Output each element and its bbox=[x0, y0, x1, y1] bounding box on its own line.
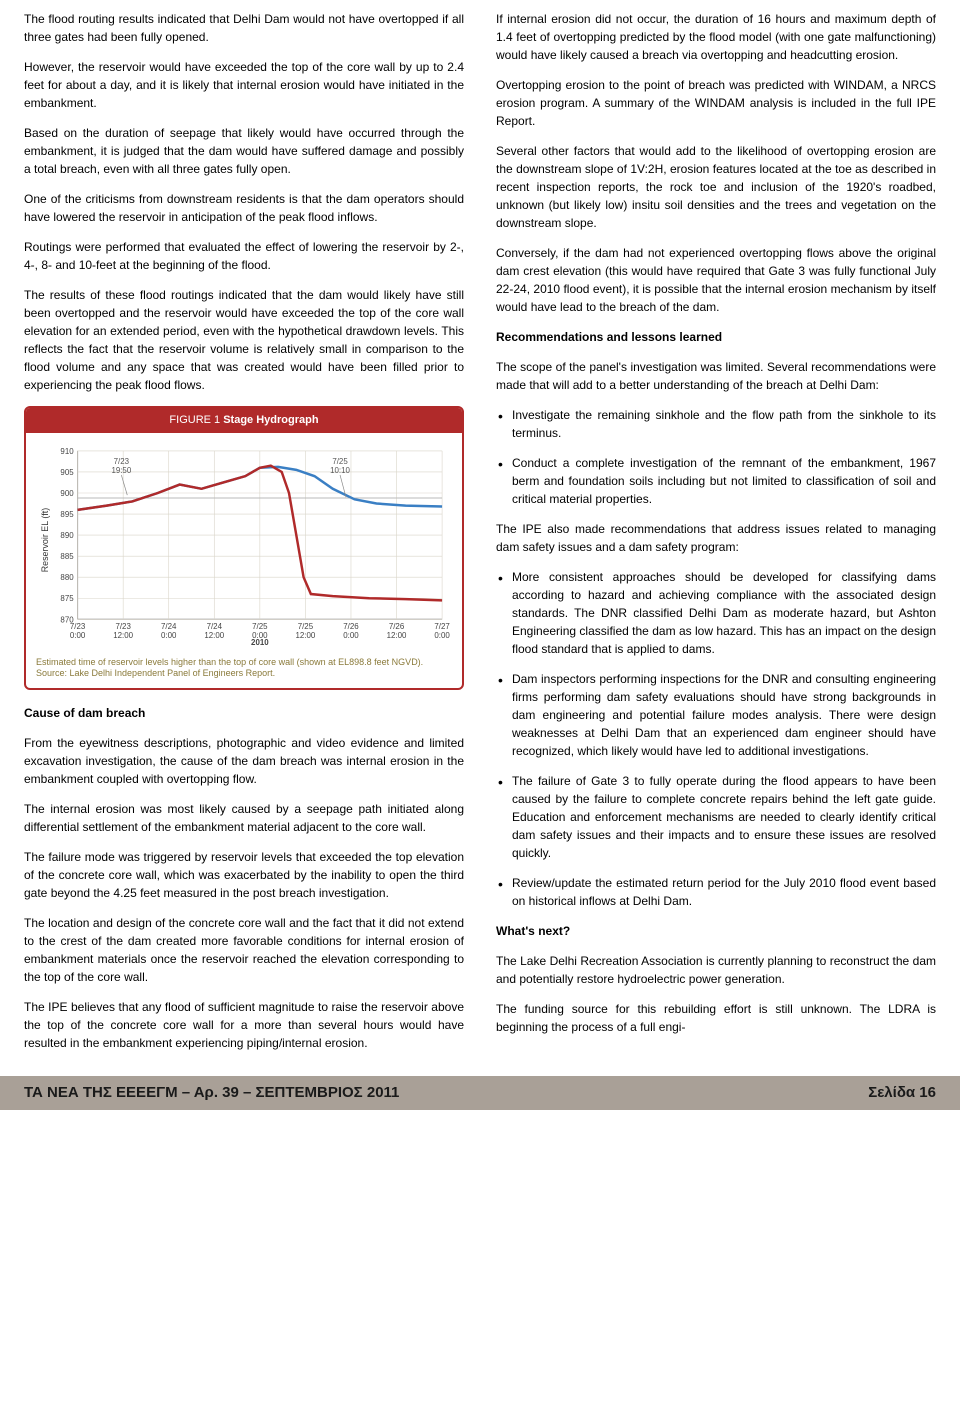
svg-text:7/23: 7/23 bbox=[114, 457, 130, 466]
footer-right: Σελίδα 16 bbox=[868, 1082, 936, 1105]
paragraph: The scope of the panel's investigation w… bbox=[496, 358, 936, 394]
list-item: Review/update the estimated return perio… bbox=[496, 874, 936, 910]
paragraph: The internal erosion was most likely cau… bbox=[24, 800, 464, 836]
list-item: Conduct a complete investigation of the … bbox=[496, 454, 936, 508]
svg-text:880: 880 bbox=[60, 573, 74, 582]
svg-text:12:00: 12:00 bbox=[204, 631, 224, 640]
svg-text:910: 910 bbox=[60, 446, 74, 455]
svg-text:890: 890 bbox=[60, 531, 74, 540]
svg-text:7/24: 7/24 bbox=[207, 622, 223, 631]
paragraph: The Lake Delhi Recreation Association is… bbox=[496, 952, 936, 988]
paragraph: Routings were performed that evaluated t… bbox=[24, 238, 464, 274]
svg-text:7/23: 7/23 bbox=[70, 622, 86, 631]
paragraph: Based on the duration of seepage that li… bbox=[24, 124, 464, 178]
section-heading: What's next? bbox=[496, 922, 936, 940]
svg-text:12:00: 12:00 bbox=[113, 631, 133, 640]
list-item: Dam inspectors performing inspections fo… bbox=[496, 670, 936, 760]
paragraph: However, the reservoir would have exceed… bbox=[24, 58, 464, 112]
chart-svg: 870875880885890895900905910 7/230:007/23… bbox=[36, 441, 452, 649]
paragraph: One of the criticisms from downstream re… bbox=[24, 190, 464, 226]
caption-line: Estimated time of reservoir levels highe… bbox=[36, 657, 452, 669]
svg-text:7/25: 7/25 bbox=[252, 622, 268, 631]
page-body: The flood routing results indicated that… bbox=[0, 0, 960, 1064]
svg-text:0:00: 0:00 bbox=[434, 631, 450, 640]
two-column-layout: The flood routing results indicated that… bbox=[24, 10, 936, 1064]
figure-stage-hydrograph: FIGURE 1 Stage Hydrograph 87087588088589… bbox=[24, 406, 464, 690]
figure-number: FIGURE 1 bbox=[169, 414, 223, 426]
svg-text:19:50: 19:50 bbox=[111, 465, 131, 474]
paragraph: If internal erosion did not occur, the d… bbox=[496, 10, 936, 64]
paragraph: Overtopping erosion to the point of brea… bbox=[496, 76, 936, 130]
svg-text:0:00: 0:00 bbox=[343, 631, 359, 640]
paragraph: The IPE believes that any flood of suffi… bbox=[24, 998, 464, 1052]
x-axis-label: 2010 bbox=[251, 638, 269, 647]
bullet-list: Investigate the remaining sinkhole and t… bbox=[496, 406, 936, 508]
figure-title: Stage Hydrograph bbox=[223, 414, 318, 426]
paragraph: Several other factors that would add to … bbox=[496, 142, 936, 232]
svg-text:10:10: 10:10 bbox=[330, 465, 350, 474]
caption-line: Source: Lake Delhi Independent Panel of … bbox=[36, 668, 452, 680]
y-axis-label: Reservoir EL (ft) bbox=[40, 507, 50, 572]
list-item: Investigate the remaining sinkhole and t… bbox=[496, 406, 936, 442]
bullet-list: More consistent approaches should be dev… bbox=[496, 568, 936, 910]
paragraph: The results of these flood routings indi… bbox=[24, 286, 464, 394]
figure-caption: Estimated time of reservoir levels highe… bbox=[26, 653, 462, 688]
paragraph: The IPE also made recommendations that a… bbox=[496, 520, 936, 556]
svg-text:905: 905 bbox=[60, 467, 74, 476]
paragraph: Conversely, if the dam had not experienc… bbox=[496, 244, 936, 316]
section-heading: Cause of dam breach bbox=[24, 704, 464, 722]
right-column: If internal erosion did not occur, the d… bbox=[496, 10, 936, 1064]
svg-text:7/23: 7/23 bbox=[115, 622, 131, 631]
svg-text:12:00: 12:00 bbox=[296, 631, 316, 640]
svg-text:875: 875 bbox=[60, 594, 74, 603]
svg-text:7/27: 7/27 bbox=[434, 622, 449, 631]
paragraph: The funding source for this rebuilding e… bbox=[496, 1000, 936, 1036]
section-heading: Recommendations and lessons learned bbox=[496, 328, 936, 346]
page-footer: ΤΑ ΝΕΑ ΤΗΣ ΕΕΕΕΓΜ – Αρ. 39 – ΣΕΠΤΕΜΒΡΙΟΣ… bbox=[0, 1076, 960, 1111]
svg-text:895: 895 bbox=[60, 510, 74, 519]
footer-left: ΤΑ ΝΕΑ ΤΗΣ ΕΕΕΕΓΜ – Αρ. 39 – ΣΕΠΤΕΜΒΡΙΟΣ… bbox=[24, 1082, 399, 1105]
list-item: The failure of Gate 3 to fully operate d… bbox=[496, 772, 936, 862]
list-item: More consistent approaches should be dev… bbox=[496, 568, 936, 658]
paragraph: The failure mode was triggered by reserv… bbox=[24, 848, 464, 902]
svg-text:7/25: 7/25 bbox=[298, 622, 314, 631]
paragraph: The location and design of the concrete … bbox=[24, 914, 464, 986]
paragraph: The flood routing results indicated that… bbox=[24, 10, 464, 46]
svg-text:7/25: 7/25 bbox=[332, 457, 348, 466]
chart-area: 870875880885890895900905910 7/230:007/23… bbox=[26, 433, 462, 653]
svg-text:0:00: 0:00 bbox=[70, 631, 86, 640]
svg-text:0:00: 0:00 bbox=[161, 631, 177, 640]
left-column: The flood routing results indicated that… bbox=[24, 10, 464, 1064]
paragraph: From the eyewitness descriptions, photog… bbox=[24, 734, 464, 788]
svg-text:885: 885 bbox=[60, 552, 74, 561]
svg-text:900: 900 bbox=[60, 488, 74, 497]
figure-title-bar: FIGURE 1 Stage Hydrograph bbox=[26, 408, 462, 433]
svg-text:7/24: 7/24 bbox=[161, 622, 177, 631]
svg-text:7/26: 7/26 bbox=[343, 622, 359, 631]
svg-text:7/26: 7/26 bbox=[389, 622, 405, 631]
svg-text:12:00: 12:00 bbox=[387, 631, 407, 640]
